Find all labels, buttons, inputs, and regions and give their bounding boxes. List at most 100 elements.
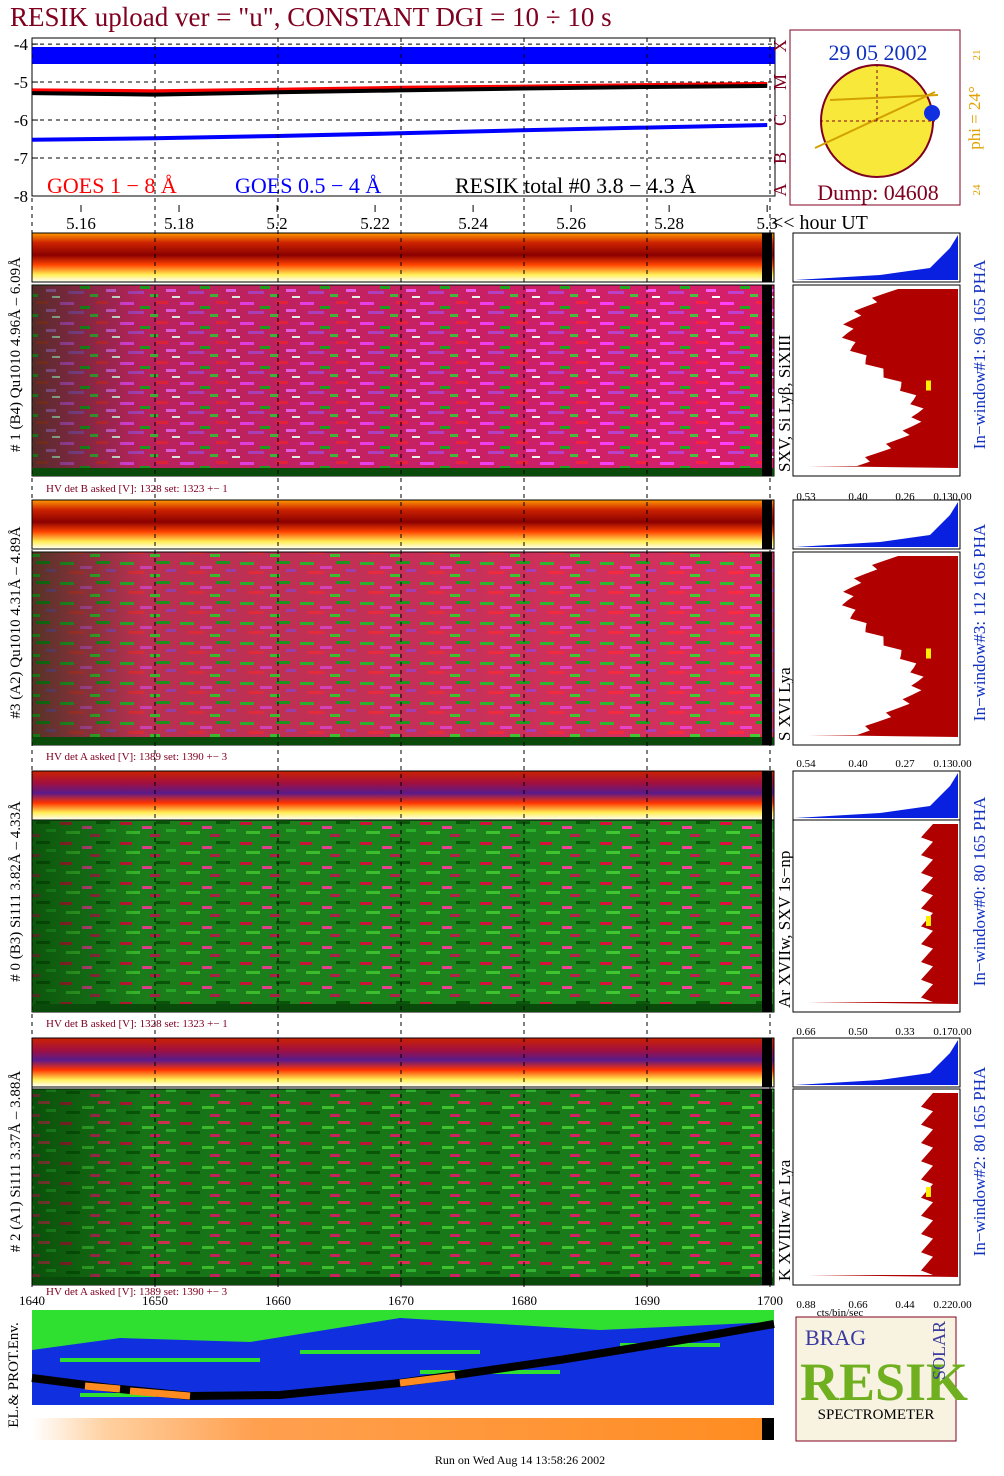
hist-tick-label: 0.66	[848, 1299, 868, 1311]
spectrogram-end	[762, 1089, 772, 1285]
hist-small	[795, 502, 958, 547]
hist-large	[808, 289, 958, 468]
env-track	[31, 1320, 775, 1401]
legend-entry: GOES 0.5 − 4 Å	[235, 173, 381, 198]
y-tick-label: -6	[14, 111, 28, 130]
hist-large	[808, 556, 958, 737]
x-tick-label: 1690	[634, 1293, 660, 1308]
spectrogram-edge	[32, 737, 774, 745]
hist-tick-label: 0.00	[952, 1026, 972, 1038]
title: RESIK upload ver = "u", CONSTANT DGI = 1…	[10, 2, 612, 32]
band	[32, 47, 775, 64]
line-label: K XVIIIw Ar Lya	[775, 1159, 794, 1281]
sun-phi: phi = 24°	[965, 86, 984, 150]
window-label: In−window#3: 112 165 PHA	[970, 523, 989, 721]
hist-marker	[926, 648, 931, 659]
env-bar-end	[762, 1418, 774, 1440]
hist-marker	[926, 1187, 931, 1197]
y2-tick-label: A	[770, 184, 790, 197]
sun-dump: Dump: 04608	[817, 180, 939, 205]
hist-small	[795, 773, 958, 818]
panel-label: # 2 (A1) Si111 3.37Å – 3.88Å	[8, 1071, 24, 1253]
x-axis-label: << hour UT	[772, 212, 868, 234]
logo-frame	[795, 1316, 957, 1442]
x-tick-label: 5.26	[556, 214, 586, 233]
x-tick-label: 5.24	[458, 214, 488, 233]
env-track-segment	[84, 1372, 456, 1400]
hist-tick-label: 0.50	[848, 1026, 868, 1038]
series-line	[31, 123, 768, 142]
hv-label: HV det B asked [V]: 1328 set: 1323 +− 1	[46, 483, 228, 495]
sun-bottom: 24	[971, 184, 983, 196]
hist-large	[808, 1093, 958, 1277]
strip	[31, 1037, 775, 1088]
strip-end	[762, 771, 772, 820]
spectrogram-end	[762, 820, 772, 1012]
arrow	[814, 91, 936, 149]
arrow	[829, 94, 939, 101]
spectrogram-edge	[32, 1004, 774, 1012]
strip	[31, 232, 775, 283]
x-tick-label: 5.22	[360, 214, 390, 233]
hist-tick-label: 0.00	[952, 1299, 972, 1311]
logo-solar: SOLAR	[929, 1321, 949, 1380]
strip-end	[762, 500, 772, 549]
plot-frame	[31, 37, 776, 197]
hist-tick-label: 0.13	[933, 758, 953, 770]
x-tick-label: 5.28	[654, 214, 684, 233]
hist-marker	[926, 916, 931, 926]
hist-marker	[926, 380, 931, 391]
logo-brag: BRAG	[805, 1325, 866, 1350]
panel-label: # 0 (B3) Si111 3.82Å – 4.33Å	[8, 801, 24, 982]
hist-tick-label: 0.33	[895, 1026, 915, 1038]
y-tick-label: -4	[14, 35, 29, 54]
target	[924, 105, 940, 121]
x-tick-label: 1680	[511, 1293, 537, 1308]
strip-end	[762, 233, 772, 282]
y2-tick-label: B	[770, 152, 790, 164]
window-label: In−window#0: 80 165 PHA	[970, 796, 989, 986]
y-tick-label: -5	[14, 73, 28, 92]
y2-tick-label: X	[770, 40, 790, 53]
hist-axis-label: cts/bin/sec	[817, 1307, 864, 1319]
y2-tick-label: C	[770, 114, 790, 126]
x-tick-label: 5.18	[164, 214, 194, 233]
sun-top: 21	[971, 50, 983, 61]
spectrogram-shade	[32, 285, 774, 476]
spectrogram-shade	[32, 1089, 774, 1285]
panel-label: # 1 (B4) Qu1010 4.96Å – 6.09Å	[8, 257, 24, 452]
hist-tick-label: 0.00	[952, 758, 972, 770]
logo-spectrometer: SPECTROMETER	[818, 1407, 935, 1423]
hist-tick-label: 0.88	[796, 1299, 816, 1311]
x-tick-label: 1670	[388, 1293, 414, 1308]
x-tick-label: 1700	[757, 1293, 783, 1308]
window-label: In−window#1: 96 165 PHA	[970, 259, 989, 449]
hist-tick-label: 0.22	[933, 1299, 952, 1311]
spectrogram-shade	[32, 552, 774, 745]
env-label: EL.& PROT.Env.	[6, 1322, 22, 1427]
y-tick-label: -7	[14, 149, 29, 168]
hv-label: HV det A asked [V]: 1389 set: 1390 +− 3	[46, 1286, 228, 1298]
x-tick-label: 1640	[19, 1293, 45, 1308]
line-label: SXV, Si Lyβ, SiXIII	[775, 334, 794, 472]
hist-large	[808, 824, 958, 1004]
sun-date: 29 05 2002	[829, 40, 928, 65]
y-tick-label: -8	[14, 187, 28, 206]
legend-entry: GOES 1 − 8 Å	[47, 173, 177, 198]
strip	[31, 770, 775, 821]
env-region	[32, 1310, 774, 1350]
footer: Run on Wed Aug 14 13:58:26 2002	[435, 1453, 605, 1467]
hist-tick-label: 0.66	[796, 1026, 816, 1038]
hist-tick-label: 0.44	[895, 1299, 915, 1311]
logo-resik: RESIK	[800, 1352, 968, 1412]
x-tick-label: 1660	[265, 1293, 291, 1308]
x-tick-label: 1650	[142, 1293, 168, 1308]
hist-tick-label: 0.17	[933, 1026, 953, 1038]
hist-tick-label: 0.40	[848, 758, 868, 770]
env-bar	[32, 1418, 774, 1440]
line-label: Ar XVIIw, SXV 1s−np	[775, 851, 794, 1008]
hv-label: HV det A asked [V]: 1389 set: 1390 +− 3	[46, 751, 228, 763]
panel-label: #3 (A2) Qu1010 4.31Å – 4.89Å	[8, 526, 24, 718]
hist-small	[795, 235, 958, 280]
